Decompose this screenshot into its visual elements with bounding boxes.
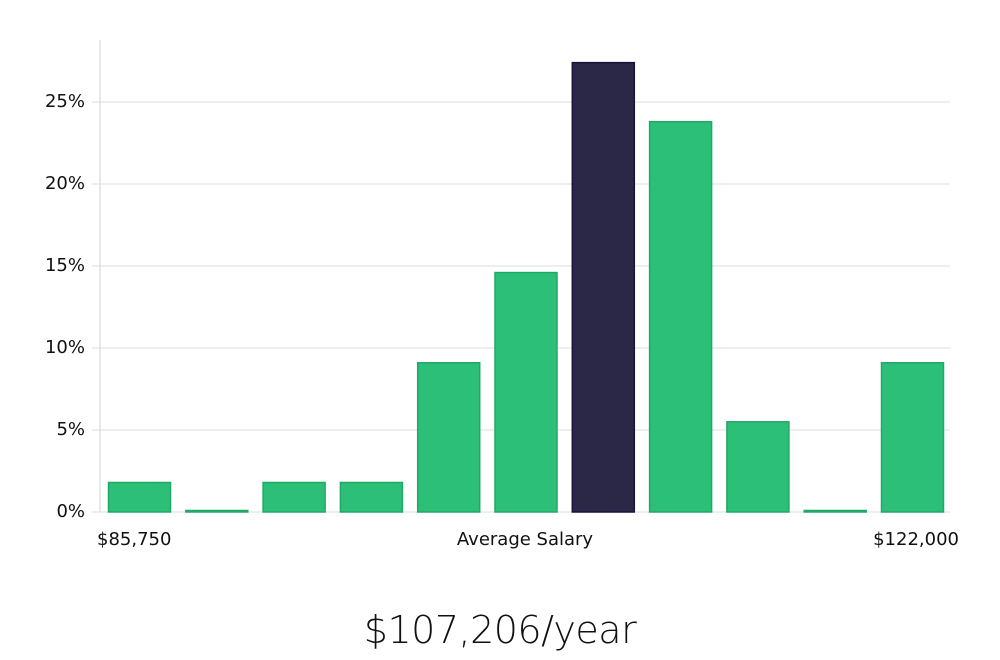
y-tick-label: 0% (56, 501, 85, 522)
y-tick-label: 25% (44, 91, 85, 112)
x-axis-min-label: $85,750 (97, 529, 172, 550)
histogram-bar (107, 481, 172, 513)
y-tick-label: 20% (44, 173, 85, 194)
histogram-bar (803, 509, 867, 513)
histogram-bar (648, 120, 713, 513)
x-axis-max-label: $122,000 (873, 529, 959, 550)
y-tick-label: 15% (44, 255, 85, 276)
histogram-bar (339, 481, 404, 513)
salary-histogram: 0% 5% 10% 15% 20% 25% $85,750 Average Salary … (44, 40, 959, 550)
average-salary-value: $107,206/year (363, 608, 637, 652)
histogram-bar (494, 271, 558, 513)
histogram-plot (92, 40, 950, 513)
histogram-bar (880, 362, 945, 513)
y-tick-label: 10% (44, 337, 85, 358)
histogram-bar-highlighted (571, 61, 636, 513)
histogram-bar (416, 362, 481, 513)
histogram-bar (726, 421, 790, 513)
y-tick-label: 5% (56, 419, 85, 440)
histogram-bar (262, 481, 326, 513)
x-axis-title: Average Salary (456, 529, 594, 550)
histogram-bar (185, 509, 249, 513)
